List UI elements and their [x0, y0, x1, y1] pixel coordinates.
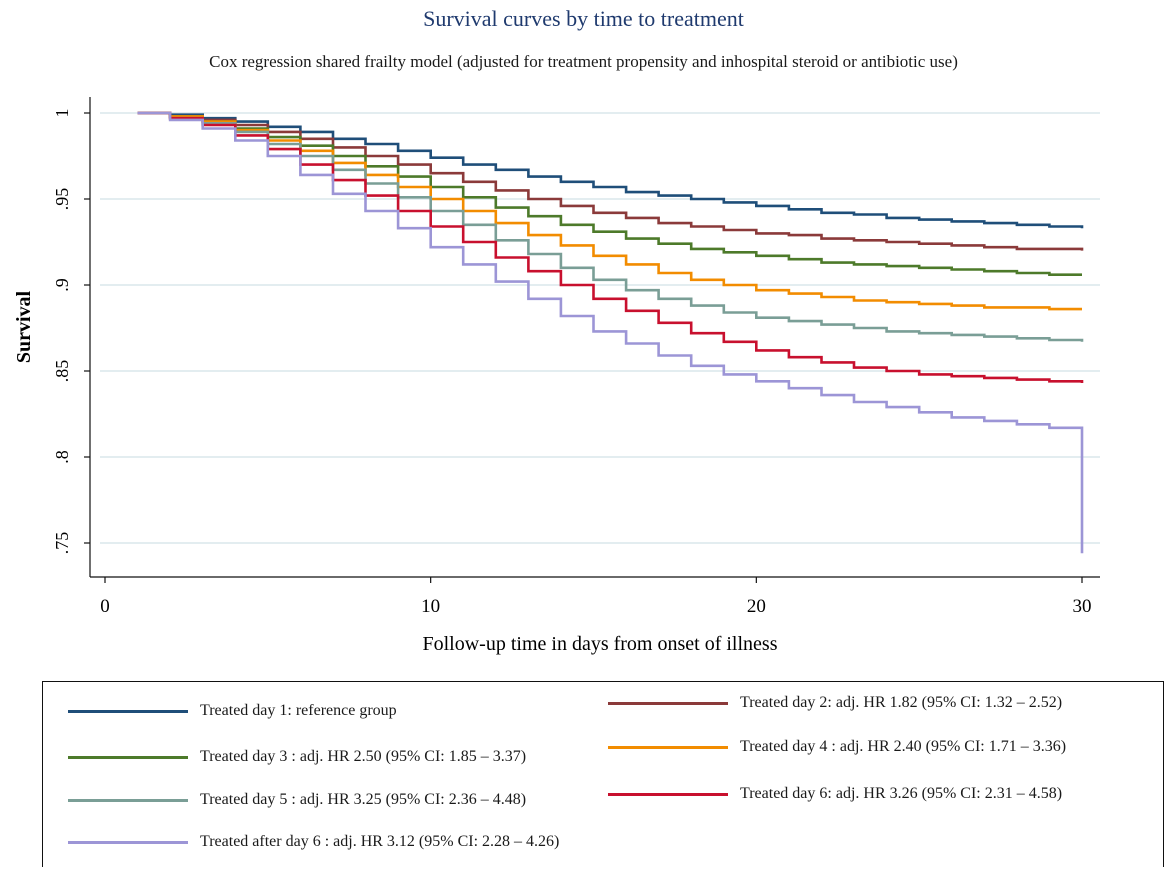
- legend: Treated day 1: reference group Treated d…: [42, 681, 1164, 867]
- x-tick-label: 10: [421, 596, 440, 617]
- legend-label: Treated day 1: reference group: [200, 702, 397, 719]
- legend-item-after-day6: Treated after day 6 : adj. HR 3.12 (95% …: [68, 833, 559, 851]
- legend-swatch: [68, 840, 188, 844]
- legend-swatch: [608, 792, 728, 796]
- legend-swatch: [608, 745, 728, 749]
- series-lines: [137, 111, 1084, 554]
- legend-item-day1: Treated day 1: reference group: [68, 702, 397, 720]
- legend-item-day6: Treated day 6: adj. HR 3.26 (95% CI: 2.3…: [608, 785, 1062, 803]
- x-tick-label: 30: [1073, 596, 1092, 617]
- legend-label: Treated day 2: adj. HR 1.82 (95% CI: 1.3…: [740, 694, 1063, 711]
- legend-swatch: [68, 755, 188, 759]
- series-line-3: [137, 111, 1082, 276]
- x-tick-label: 0: [100, 596, 110, 617]
- legend-item-day5: Treated day 5 : adj. HR 3.25 (95% CI: 2.…: [68, 791, 526, 809]
- series-line-6: [137, 111, 1084, 383]
- legend-item-day3: Treated day 3 : adj. HR 2.50 (95% CI: 1.…: [68, 748, 526, 766]
- y-tick-label: .8: [52, 450, 72, 464]
- x-tick-label: 20: [747, 596, 766, 617]
- y-axis-label: Survival: [13, 290, 35, 363]
- grid-lines: [100, 112, 1100, 544]
- series-line-1: [137, 111, 1084, 229]
- chart-title: Survival curves by time to treatment: [423, 6, 744, 31]
- legend-label: Treated day 3 : adj. HR 2.50 (95% CI: 1.…: [200, 748, 527, 765]
- series-line-7: [137, 111, 1084, 554]
- y-tick-label: .85: [52, 360, 72, 383]
- series-line-2: [137, 111, 1084, 251]
- legend-swatch: [68, 709, 188, 713]
- chart-subtitle: Cox regression shared frailty model (adj…: [209, 52, 958, 71]
- legend-label: Treated day 5 : adj. HR 3.25 (95% CI: 2.…: [200, 791, 527, 808]
- x-axis-label: Follow-up time in days from onset of ill…: [423, 633, 778, 655]
- legend-label: Treated after day 6 : adj. HR 3.12 (95% …: [200, 833, 560, 850]
- legend-label: Treated day 6: adj. HR 3.26 (95% CI: 2.3…: [740, 785, 1063, 802]
- legend-item-day4: Treated day 4 : adj. HR 2.40 (95% CI: 1.…: [608, 738, 1066, 756]
- legend-item-day2: Treated day 2: adj. HR 1.82 (95% CI: 1.3…: [608, 694, 1062, 712]
- legend-label: Treated day 4 : adj. HR 2.40 (95% CI: 1.…: [740, 738, 1067, 755]
- y-tick-label: .75: [52, 532, 72, 555]
- y-tick-label: 1: [52, 109, 72, 118]
- legend-swatch: [68, 798, 188, 802]
- y-tick-label: .9: [52, 278, 72, 292]
- legend-swatch: [608, 701, 728, 705]
- series-line-5: [137, 111, 1084, 342]
- y-tick-label: .95: [52, 188, 72, 211]
